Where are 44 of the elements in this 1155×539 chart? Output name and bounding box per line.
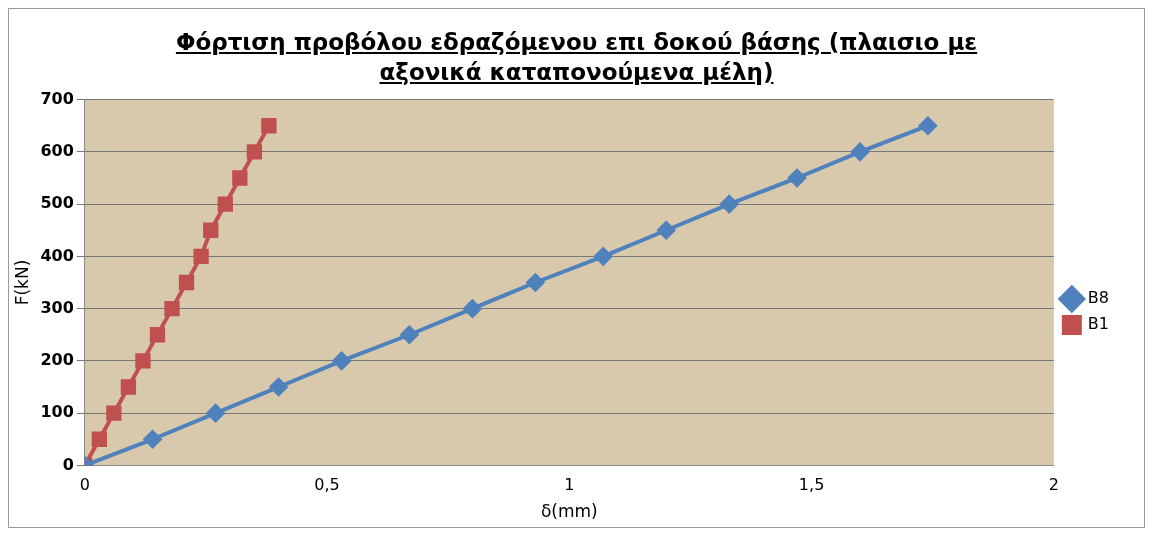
x-tick-label: 1,5 <box>798 475 825 495</box>
y-tick-label: 0 <box>62 454 74 474</box>
point <box>463 299 482 318</box>
point <box>232 170 248 186</box>
y-tick-label: 300 <box>40 297 74 317</box>
point <box>143 430 162 449</box>
point <box>720 195 739 214</box>
x-tick-label: 0,5 <box>314 475 340 495</box>
point <box>400 325 419 344</box>
chart-title: Φόρτιση προβόλου εδραζόμενου επι δοκού βάσης (πλαισιο με αξονικά καταπονούμενα μέλη) <box>174 28 979 87</box>
point <box>788 168 807 187</box>
y-tick-label: 700 <box>40 88 74 108</box>
legend-label: B1 <box>1087 314 1109 334</box>
point <box>91 431 107 447</box>
point <box>261 118 277 134</box>
y-tick-label: 500 <box>40 193 74 213</box>
y-tick-label: 200 <box>40 350 74 370</box>
point <box>851 142 870 161</box>
y-tick-label: 600 <box>40 141 74 161</box>
y-axis-title: F(kN) <box>11 259 32 306</box>
point <box>178 274 195 291</box>
x-tick-label: 2 <box>1048 475 1059 495</box>
point <box>526 273 545 292</box>
point <box>657 221 676 240</box>
point <box>135 353 151 369</box>
point <box>164 300 180 317</box>
point <box>149 327 166 343</box>
point <box>106 405 122 421</box>
y-tick-label: 100 <box>40 402 74 422</box>
point <box>193 248 209 265</box>
point <box>918 116 937 135</box>
point <box>206 404 225 423</box>
point <box>269 378 288 397</box>
point <box>594 247 613 266</box>
point <box>120 379 137 395</box>
point <box>217 196 233 212</box>
point <box>246 144 263 160</box>
x-tick-label: 0 <box>79 475 90 495</box>
point <box>332 351 351 370</box>
point <box>203 222 219 238</box>
legend-label: B8 <box>1087 288 1109 308</box>
x-axis-title: δ(mm) <box>540 501 598 522</box>
x-tick-label: 1 <box>564 475 575 495</box>
y-tick-label: 400 <box>40 245 74 265</box>
